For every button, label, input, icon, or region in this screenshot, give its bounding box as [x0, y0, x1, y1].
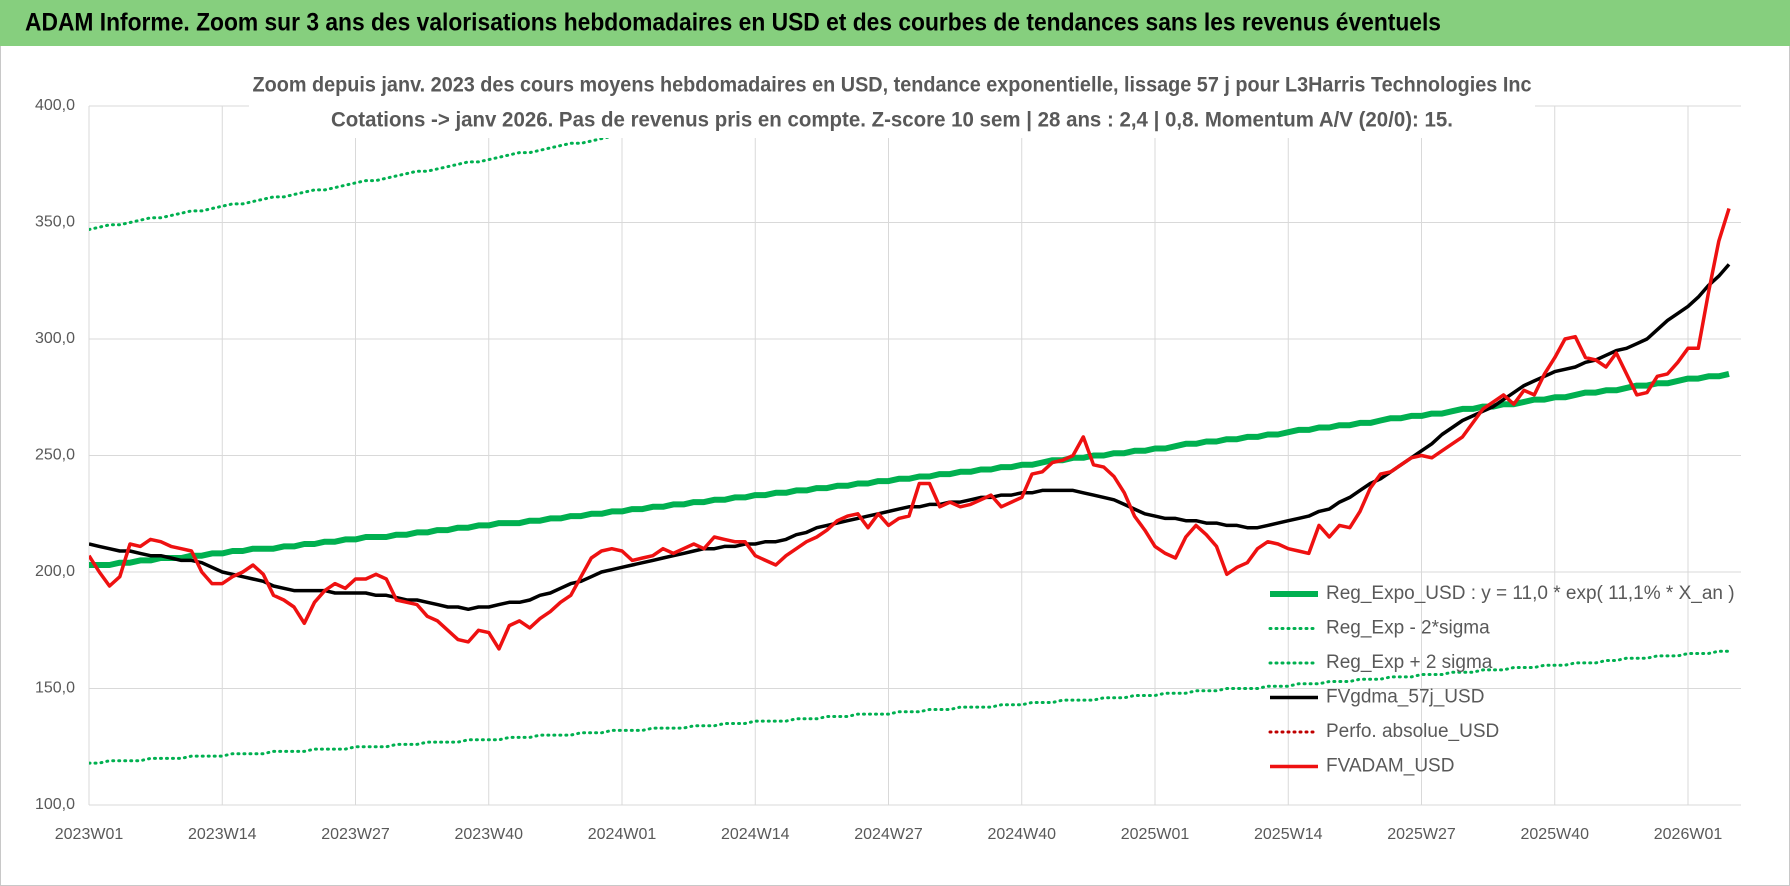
x-tick-label: 2024W27 — [854, 826, 923, 843]
header-bar — [0, 0, 1790, 46]
subtitle-box — [249, 68, 1535, 138]
x-tick-label: 2025W01 — [1121, 826, 1190, 843]
legend-label: Reg_Exp + 2 sigma — [1326, 652, 1493, 673]
legend-label: Reg_Expo_USD : y = 11,0 * exp( 11,1% * X… — [1326, 583, 1735, 604]
y-tick-label: 150,0 — [35, 680, 75, 697]
x-tick-label: 2024W01 — [588, 826, 657, 843]
y-tick-label: 400,0 — [35, 97, 75, 114]
y-tick-label: 200,0 — [35, 563, 75, 580]
grid: 100,0 150,0 200,0 250,0 300,0 350,0 400,0 2023W… — [35, 97, 1741, 843]
series-line — [89, 263, 1731, 612]
x-tick-label: 2023W27 — [321, 826, 390, 843]
legend-label: FVADAM_USD — [1326, 756, 1454, 777]
legend-label: FVgdma_57j_USD — [1326, 687, 1484, 708]
subtitle: Zoom depuis janv. 2023 des cours moyens … — [253, 74, 1532, 97]
x-tick-label: 2024W14 — [721, 826, 790, 843]
x-tick-label: 2023W01 — [55, 826, 124, 843]
x-tick-label: 2024W40 — [988, 826, 1057, 843]
subtitle: Cotations -> janv 2026. Pas de revenus p… — [331, 109, 1453, 132]
x-tick-label: 2025W40 — [1521, 826, 1590, 843]
series-line — [89, 649, 1731, 765]
x-tick-label: 2023W14 — [188, 826, 257, 843]
series-line — [89, 207, 1731, 651]
page-title: ADAM Informe. Zoom sur 3 ans des valoris… — [25, 9, 1441, 37]
y-tick-label: 350,0 — [35, 214, 75, 231]
series-group — [89, 106, 1731, 765]
legend: Reg_Expo_USD : y = 11,0 * exp( 11,1% * X… — [1268, 583, 1735, 777]
y-tick-label: 250,0 — [35, 447, 75, 464]
legend-label: Perfo. absolue_USD — [1326, 721, 1499, 742]
x-tick-label: 2025W14 — [1254, 826, 1323, 843]
y-tick-label: 100,0 — [35, 796, 75, 813]
series-line — [89, 370, 1730, 568]
x-tick-label: 2025W27 — [1387, 826, 1456, 843]
x-tick-label: 2023W40 — [455, 826, 524, 843]
legend-label: Reg_Exp - 2*sigma — [1326, 618, 1490, 639]
y-tick-label: 300,0 — [35, 330, 75, 347]
x-tick-label: 2026W01 — [1654, 826, 1723, 843]
